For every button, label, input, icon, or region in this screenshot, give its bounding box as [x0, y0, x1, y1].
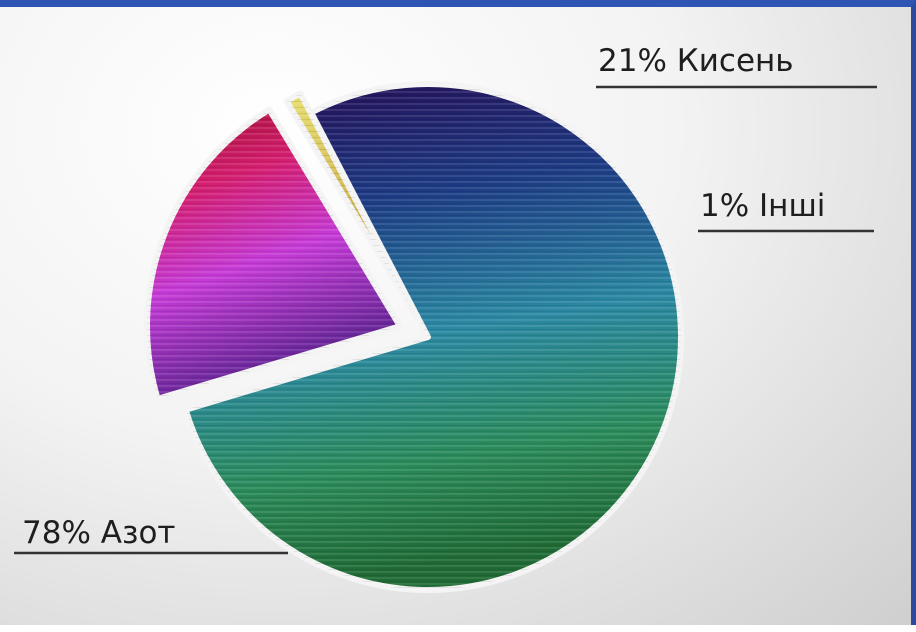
- label-nitrogen: 78% Азот: [22, 515, 175, 551]
- pie-slice-oxygen-texture: [147, 109, 401, 399]
- pie-slice-other-texture: [286, 93, 418, 318]
- pie-chart: 78% Азот 21% Кисень 1% Інші: [14, 43, 877, 593]
- label-other: 1% Інші: [700, 188, 825, 224]
- label-oxygen: 21% Кисень: [598, 43, 794, 79]
- pie-slice-nitrogen-texture: [185, 84, 681, 591]
